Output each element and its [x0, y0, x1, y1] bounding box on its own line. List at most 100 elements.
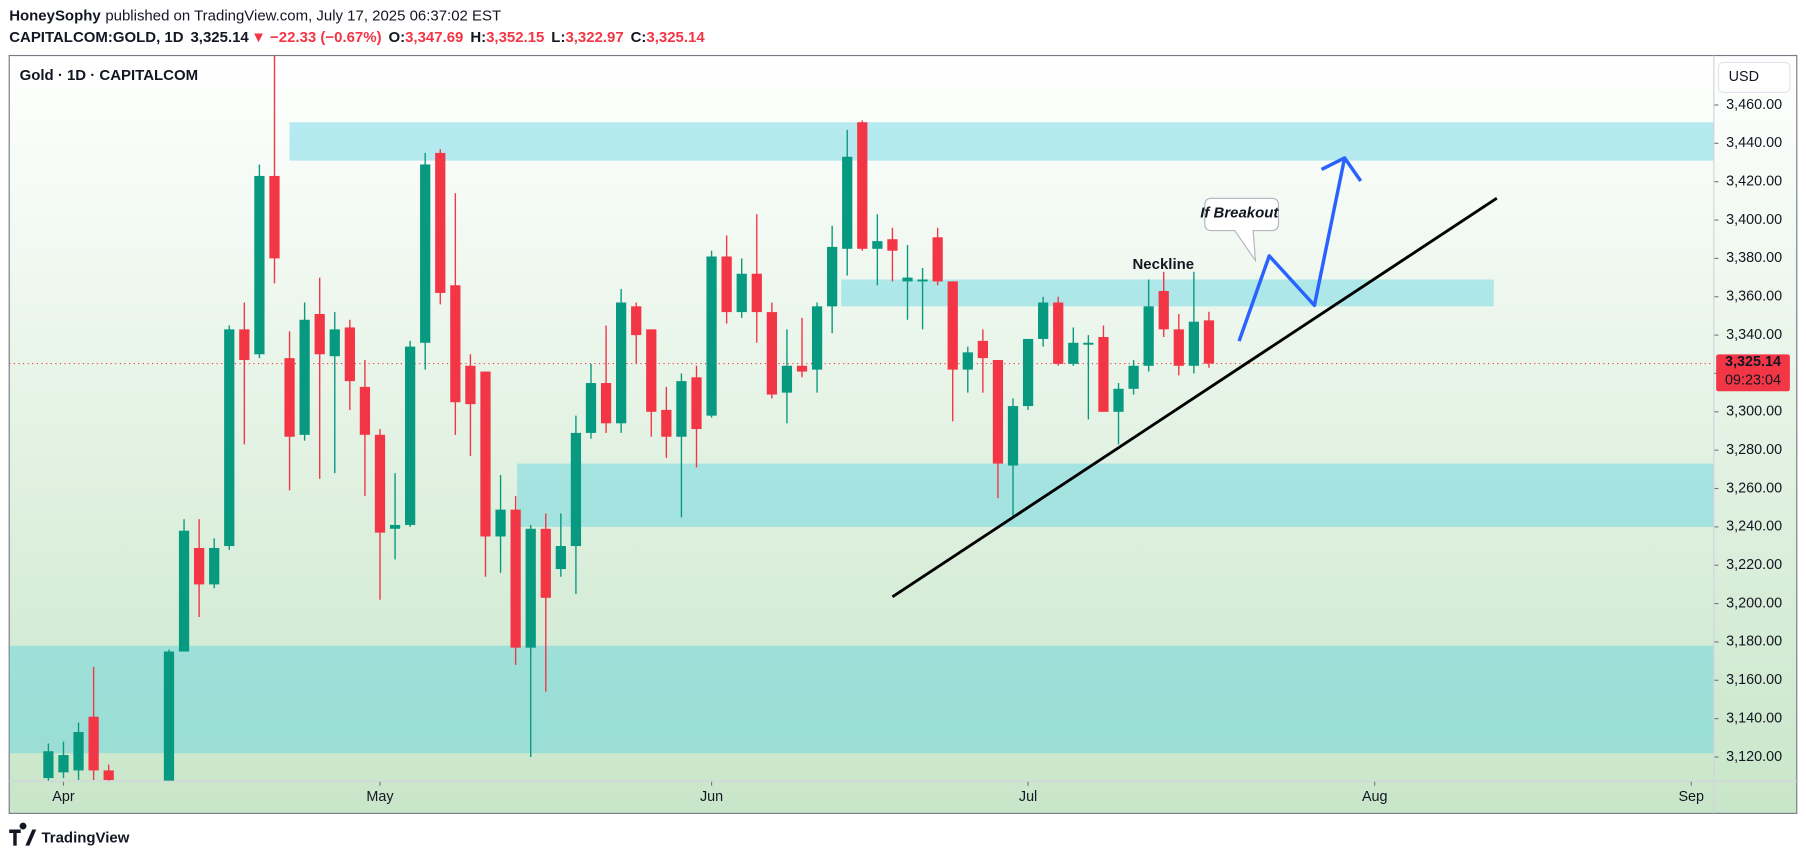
- candle-body: [1022, 338, 1034, 407]
- candle-body: [616, 302, 627, 424]
- x-tick-label: Aug: [1362, 789, 1388, 805]
- candle-body: [631, 306, 642, 336]
- last-price-label: 3,325.14: [1725, 354, 1781, 370]
- candle-body: [284, 358, 295, 437]
- candle-body: [1113, 388, 1124, 412]
- candle-body: [43, 751, 54, 779]
- candle-body: [254, 175, 265, 355]
- candle-body: [1068, 342, 1079, 364]
- candle-body: [796, 365, 808, 372]
- candle-body: [766, 312, 777, 395]
- ohlc-value: 3,347.69: [405, 29, 463, 46]
- candle-body: [781, 365, 793, 393]
- plot: [9, 55, 1714, 782]
- x-tick-label: Jun: [700, 789, 723, 805]
- brand-name: TradingView: [41, 830, 129, 847]
- countdown: 09:23:04: [1725, 373, 1781, 389]
- candle-body: [540, 528, 551, 598]
- candle-body: [1173, 329, 1184, 366]
- zone: [517, 463, 1714, 527]
- y-tick-label: 3,140.00: [1726, 710, 1782, 726]
- candle-body: [435, 152, 446, 293]
- y-tick-label: 3,340.00: [1726, 327, 1782, 343]
- last: 3,325.14: [190, 29, 249, 46]
- candle-body: [525, 528, 536, 648]
- candle-body: [661, 409, 672, 437]
- candle-body: [88, 716, 99, 771]
- change: ▼ −22.33 (−0.67%): [251, 29, 382, 46]
- candle-body: [827, 246, 838, 307]
- candle-body: [917, 279, 928, 282]
- candle-body: [721, 256, 732, 313]
- candle-body: [73, 732, 84, 771]
- candle-body: [811, 306, 823, 370]
- y-tick-label: 3,160.00: [1726, 672, 1782, 688]
- y-tick-label: 3,380.00: [1726, 250, 1782, 266]
- candle-body: [600, 383, 612, 424]
- candle-body: [193, 547, 205, 585]
- candle-body: [962, 352, 973, 370]
- y-tick-label: 3,200.00: [1726, 595, 1782, 611]
- y-tick-label: 3,180.00: [1726, 634, 1782, 650]
- header-line: HoneySophy published on TradingView.com, …: [9, 7, 501, 24]
- candle-body: [585, 383, 597, 433]
- candle-body: [1158, 291, 1169, 330]
- candle-body: [977, 340, 988, 359]
- y-tick-label: 3,440.00: [1726, 135, 1782, 151]
- publisher: HoneySophy: [9, 7, 101, 24]
- candle-body: [932, 237, 943, 282]
- y-tick-label: 3,220.00: [1726, 557, 1782, 573]
- candle-body: [1188, 321, 1199, 366]
- ohlc-label: C:: [631, 29, 647, 46]
- candle-body: [1083, 342, 1094, 345]
- candle-body: [178, 530, 190, 652]
- candle-body: [887, 239, 898, 251]
- callout-text: If Breakout: [1200, 204, 1279, 221]
- candle-body: [1128, 365, 1139, 389]
- candle-body: [947, 281, 958, 370]
- ohlc-label: O:: [388, 29, 405, 46]
- zone: [289, 122, 1714, 161]
- candle-body: [389, 524, 401, 529]
- y-tick-label: 3,260.00: [1726, 480, 1782, 496]
- candle-body: [1053, 302, 1064, 364]
- candle-body: [299, 319, 310, 435]
- candle-body: [103, 770, 114, 780]
- currency-box[interactable]: [1717, 61, 1791, 93]
- brand: TradingView: [9, 822, 130, 847]
- neckline-label: Neckline: [1133, 256, 1195, 273]
- brand-logo: [9, 822, 37, 846]
- candle-body: [495, 509, 506, 537]
- candle-body: [1038, 302, 1049, 339]
- callout-bubble: [1204, 197, 1280, 263]
- candle-body: [480, 371, 491, 537]
- candle-body: [329, 329, 340, 357]
- candle-body: [314, 314, 325, 355]
- x-tick-label: May: [366, 789, 394, 805]
- candle-body: [239, 329, 250, 361]
- ohlc-label: L:: [551, 29, 565, 46]
- symbol: CAPITALCOM:GOLD, 1D: [9, 29, 184, 46]
- y-tick-label: 3,400.00: [1726, 212, 1782, 228]
- candle-body: [58, 755, 69, 773]
- candle-body: [359, 386, 371, 435]
- ohlc-value: 3,325.14: [646, 29, 705, 46]
- candle-body: [1143, 306, 1154, 366]
- candle-body: [842, 156, 853, 249]
- candle-body: [209, 547, 220, 585]
- candle-body: [450, 285, 461, 403]
- ohlc-value: 3,352.15: [486, 29, 544, 46]
- candle-body: [902, 277, 913, 282]
- candle-body: [992, 360, 1004, 464]
- y-tick-label: 3,240.00: [1726, 519, 1782, 535]
- candle-body: [570, 432, 582, 547]
- published: published on TradingView.com, July 17, 2…: [105, 7, 501, 24]
- ohlc-label: H:: [470, 29, 486, 46]
- header-symbol-line: CAPITALCOM:GOLD, 1D 3,325.14 ▼ −22.33 (−0.…: [9, 29, 705, 46]
- zone: [9, 645, 1714, 754]
- candle-body: [1203, 320, 1215, 364]
- y-tick-label: 3,360.00: [1726, 289, 1782, 305]
- y-tick-label: 3,460.00: [1726, 97, 1782, 113]
- candle-body: [872, 241, 883, 249]
